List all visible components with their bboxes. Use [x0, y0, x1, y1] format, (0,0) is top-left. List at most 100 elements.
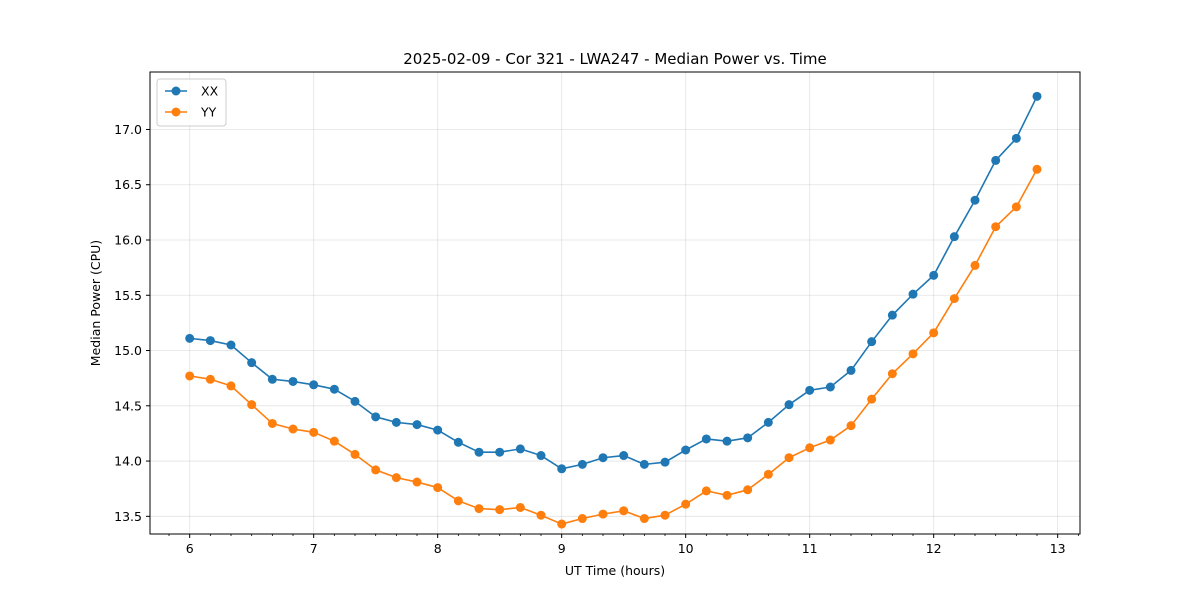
series-yy-point — [557, 519, 567, 529]
x-tick-label: 7 — [310, 541, 318, 556]
y-axis-title: Median Power (CPU) — [88, 240, 103, 366]
series-xx-point — [763, 417, 773, 427]
legend-xx-label: XX — [201, 84, 219, 99]
series-yy-point — [887, 369, 897, 379]
series-xx-point — [391, 417, 401, 427]
series-yy-point — [681, 499, 691, 509]
series-xx-point — [309, 380, 319, 390]
series-xx-point — [412, 420, 422, 430]
series-yy-point — [970, 260, 980, 270]
series-yy-point — [474, 504, 484, 514]
series-xx-point — [867, 337, 877, 347]
series-yy — [185, 164, 1042, 529]
series-xx-point — [350, 396, 360, 406]
series-xx-point — [887, 310, 897, 320]
x-tick-label: 6 — [186, 541, 194, 556]
series-yy-point — [1011, 202, 1021, 212]
series-yy-point — [991, 222, 1001, 232]
series-xx-point — [908, 289, 918, 299]
series-xx-point — [949, 232, 959, 242]
series-xx-point — [247, 358, 257, 368]
series-yy-point — [1032, 164, 1042, 174]
series-xx-point — [226, 340, 236, 350]
series-xx-point — [474, 447, 484, 457]
series-xx — [185, 91, 1042, 474]
series-xx-point — [329, 384, 339, 394]
series-yy-point — [908, 349, 918, 359]
chart-title: 2025-02-09 - Cor 321 - LWA247 - Median P… — [403, 50, 827, 68]
series-xx-point — [185, 333, 195, 343]
x-axis-title: UT Time (hours) — [565, 563, 665, 578]
series-yy-point — [722, 490, 732, 500]
y-tick-label: 15.5 — [114, 288, 142, 303]
series-yy-point — [805, 443, 815, 453]
series-yy-point — [660, 510, 670, 520]
series-xx-point — [1011, 133, 1021, 143]
y-tick-label: 13.5 — [114, 509, 142, 524]
y-tick-label: 15.0 — [114, 343, 142, 358]
series-xx-point — [991, 155, 1001, 165]
grid — [150, 72, 1080, 534]
series-yy-point — [929, 328, 939, 338]
series-yy-point — [350, 449, 360, 459]
series-yy-point — [185, 371, 195, 381]
series-xx-point — [722, 436, 732, 446]
y-tick-label: 14.0 — [114, 454, 142, 469]
series-xx-point — [495, 447, 505, 457]
legend: XX YY — [156, 78, 227, 127]
x-tick-label: 11 — [802, 541, 818, 556]
series-xx-point — [557, 464, 567, 474]
series-xx-point — [433, 425, 443, 435]
series-yy-point — [247, 400, 257, 410]
y-tick-label: 16.5 — [114, 177, 142, 192]
legend-yy-label: YY — [200, 105, 217, 120]
series-yy-point — [391, 473, 401, 483]
series-yy-point — [309, 427, 319, 437]
x-tick-label: 8 — [434, 541, 442, 556]
y-tick-label: 17.0 — [114, 122, 142, 137]
series-yy-point — [515, 502, 525, 512]
series-yy-point — [598, 509, 608, 519]
axes: 6 7 8 9 10 11 12 13 13.5 14.0 14.5 15.0 15.5 16.0 16.5… — [114, 122, 1079, 556]
series-yy-point — [412, 477, 422, 487]
series-xx-point — [970, 195, 980, 205]
x-tick-label: 12 — [926, 541, 942, 556]
series-xx-point — [639, 459, 649, 469]
series-xx-point — [619, 451, 629, 461]
series-xx-point — [681, 445, 691, 455]
series-xx-point — [205, 336, 215, 346]
legend-yy-marker — [171, 107, 181, 117]
series-yy-point — [784, 453, 794, 463]
series-xx-point — [701, 434, 711, 444]
series-yy-point — [577, 514, 587, 524]
series-yy-point — [846, 421, 856, 431]
series-xx-point — [660, 457, 670, 467]
series-yy-point — [495, 505, 505, 515]
series-yy-point — [536, 510, 546, 520]
series-yy-point — [371, 465, 381, 475]
series-xx-point — [267, 374, 277, 384]
series-yy-point — [267, 418, 277, 428]
series-yy-point — [205, 374, 215, 384]
y-tick-label: 14.5 — [114, 398, 142, 413]
series-yy-point — [949, 294, 959, 304]
x-tick-label: 13 — [1050, 541, 1066, 556]
series-yy-point — [329, 436, 339, 446]
series-xx-point — [453, 437, 463, 447]
series-yy-point — [433, 483, 443, 493]
series-xx-point — [825, 382, 835, 392]
series-xx-point — [598, 453, 608, 463]
x-tick-label: 9 — [558, 541, 566, 556]
series-yy-point — [743, 485, 753, 495]
series-xx-point — [1032, 91, 1042, 101]
series-layer — [185, 91, 1042, 529]
series-xx-point — [515, 444, 525, 454]
series-yy-point — [867, 394, 877, 404]
series-yy-point — [619, 506, 629, 516]
series-xx-point — [371, 412, 381, 422]
series-xx-point — [536, 451, 546, 461]
series-yy-point — [763, 469, 773, 479]
series-xx-point — [929, 270, 939, 280]
x-tick-label: 10 — [678, 541, 694, 556]
